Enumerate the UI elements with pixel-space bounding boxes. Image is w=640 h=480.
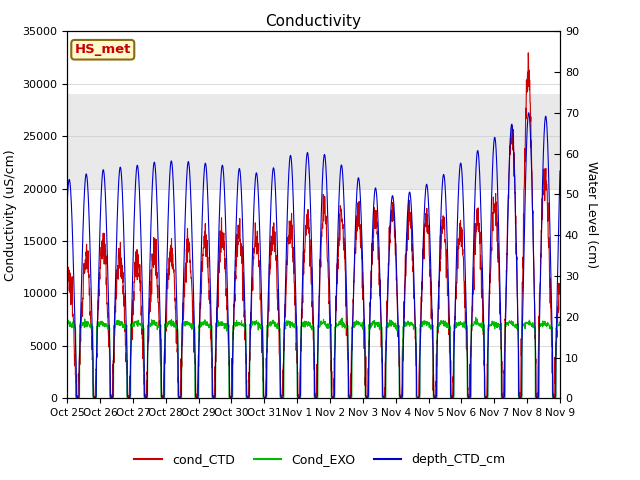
Y-axis label: Conductivity (uS/cm): Conductivity (uS/cm) [4, 149, 17, 281]
Legend: cond_CTD, Cond_EXO, depth_CTD_cm: cond_CTD, Cond_EXO, depth_CTD_cm [129, 448, 511, 471]
Text: HS_met: HS_met [75, 43, 131, 56]
Title: Conductivity: Conductivity [266, 13, 362, 29]
Y-axis label: Water Level (cm): Water Level (cm) [586, 161, 598, 268]
Bar [67, 94, 560, 189]
